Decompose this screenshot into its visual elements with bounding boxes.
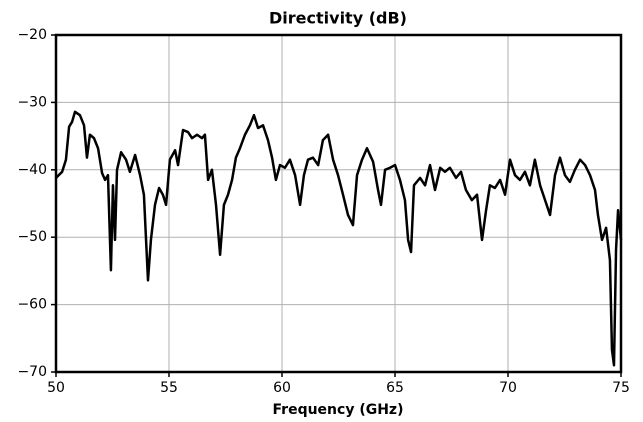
y-tick-label: −30 bbox=[17, 94, 47, 110]
x-tick-label: 55 bbox=[160, 380, 178, 396]
y-tick-label: −40 bbox=[17, 162, 47, 178]
data-line bbox=[55, 110, 623, 367]
x-tick-label: 70 bbox=[499, 380, 517, 396]
x-tick-label: 50 bbox=[47, 380, 65, 396]
y-tick-label: −50 bbox=[17, 229, 47, 245]
y-tick-label: −60 bbox=[17, 297, 47, 313]
x-axis-label: Frequency (GHz) bbox=[273, 402, 404, 418]
y-tick-label: −70 bbox=[17, 364, 47, 380]
x-tick-label: 65 bbox=[386, 380, 404, 396]
plot-frame bbox=[54, 33, 623, 374]
chart-title: Directivity (dB) bbox=[269, 9, 407, 28]
x-tick-label: 60 bbox=[273, 380, 291, 396]
x-tick-label: 75 bbox=[612, 380, 630, 396]
y-tick-label: −20 bbox=[17, 27, 47, 43]
